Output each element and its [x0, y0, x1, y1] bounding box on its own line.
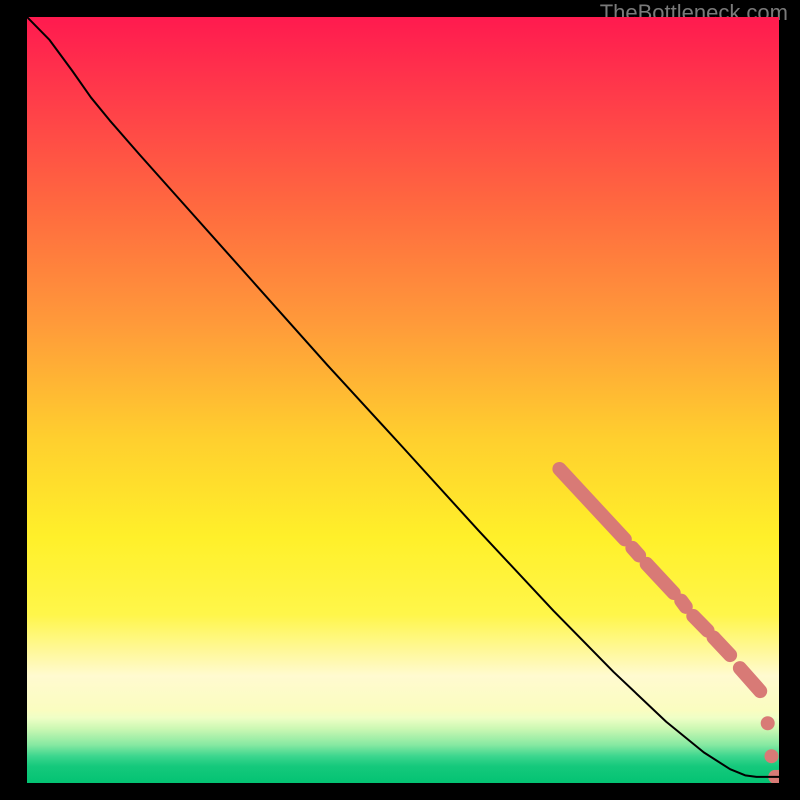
- marker-dot: [761, 716, 775, 730]
- marker-segment: [681, 601, 686, 607]
- marker-segment: [632, 548, 639, 556]
- stage: TheBottleneck.com: [0, 0, 800, 800]
- marker-dot: [764, 749, 778, 763]
- gradient-background: [27, 17, 779, 783]
- chart-plot: [27, 17, 779, 783]
